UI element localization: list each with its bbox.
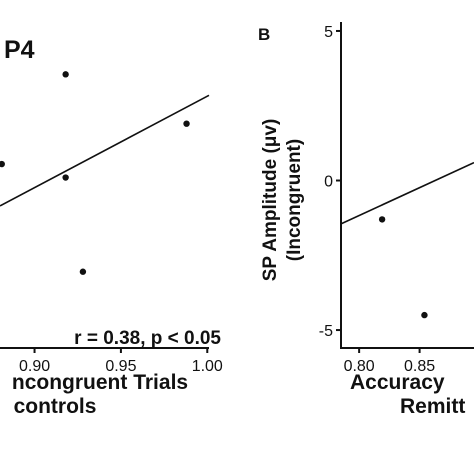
panel-b-y-tick-label: 5 [324, 24, 333, 41]
panel-a-x-tick-label: 0.90 [19, 358, 50, 375]
panel-a-x-tick-label: 1.00 [192, 358, 223, 375]
panel-a-fit-line [0, 94, 210, 207]
panel-a-data-point [0, 160, 5, 168]
panel-a-data-point [183, 120, 190, 127]
panel-b-data-point [421, 311, 428, 319]
panel-b-y-tick-label: 0 [324, 174, 333, 191]
panel-a-x-axis-title-line2: controls [14, 395, 97, 418]
panel-b-x-tick-label: 0.85 [404, 358, 435, 375]
panel-b-axes [340, 22, 474, 349]
panel-a-data-point [62, 174, 69, 181]
panel-b-fit-line [340, 161, 474, 225]
panel-b-data-point [378, 216, 386, 223]
panel-b: B 0.80 0.85 5 0 -5 SP Amplitude (μv) (Incong… [258, 22, 474, 418]
panel-a-stats-annotation: r = 0.38, p < 0.05 [74, 328, 221, 349]
panel-b-y-tick-label: -5 [319, 323, 333, 340]
panel-a: P4 0.90 0.95 1.00 r = 0.38, p < 0.05 ncong… [0, 36, 223, 418]
panel-a-title: P4 [4, 36, 35, 64]
panel-b-ticks: 0.80 0.85 5 0 -5 [319, 24, 435, 375]
panel-b-points [378, 216, 428, 319]
panel-b-letter: B [258, 25, 270, 44]
panel-a-x-axis-title-line1: ncongruent Trials [12, 371, 188, 394]
panel-b-x-axis-title-line2: Remitt [400, 395, 465, 418]
panel-b-x-tick-label: 0.80 [344, 358, 375, 375]
panel-a-fit-line-group [0, 94, 210, 207]
panel-b-x-axis-title-line1: Accuracy [350, 371, 445, 394]
panel-a-x-tick-label: 0.95 [105, 358, 136, 375]
panel-b-y-axis-title-line2: (Incongruent) [284, 139, 305, 261]
panel-a-ticks: 0.90 0.95 1.00 [19, 348, 223, 375]
panel-b-fit-line-group [340, 161, 474, 225]
panel-a-data-point [79, 268, 87, 275]
panel-a-points [0, 71, 190, 275]
panel-a-data-point [62, 71, 69, 78]
panel-b-y-axis-title-line1: SP Amplitude (μv) [260, 119, 281, 282]
